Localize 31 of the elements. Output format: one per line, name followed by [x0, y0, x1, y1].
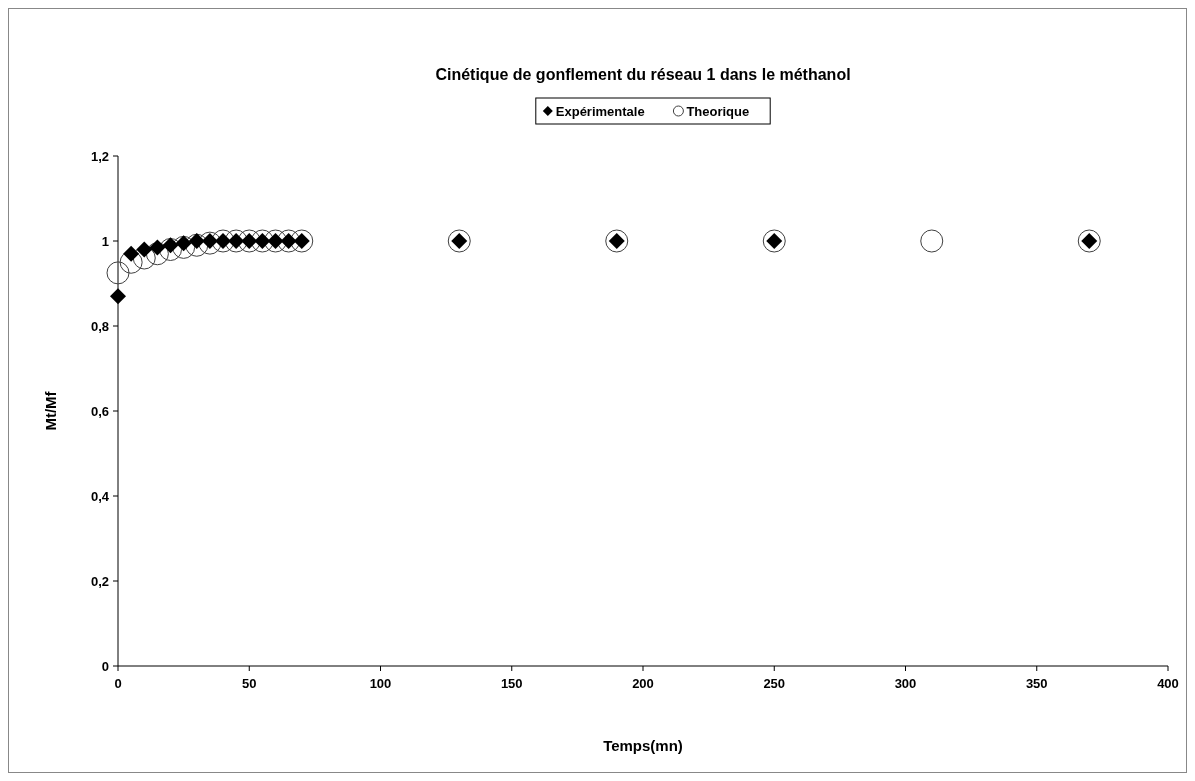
- x-tick-label: 150: [500, 676, 523, 691]
- point: [106, 261, 130, 285]
- x-tick-label: 400: [1157, 676, 1179, 691]
- x-tick-label: 0: [114, 676, 122, 691]
- point: [136, 241, 153, 258]
- point: [110, 288, 126, 305]
- point: [198, 231, 222, 255]
- legend-label: Expérimentale: [555, 104, 645, 119]
- y-tick-label: 0,4: [90, 489, 110, 504]
- x-tick-label: 300: [894, 676, 917, 691]
- x-tick-label: 350: [1025, 676, 1048, 691]
- y-axis-title: Mt/Mf: [42, 390, 59, 431]
- point: [920, 229, 944, 253]
- point: [123, 245, 140, 262]
- point: [172, 235, 196, 259]
- y-tick-label: 0,2: [90, 574, 109, 589]
- point: [145, 242, 169, 266]
- x-tick-label: 100: [369, 676, 392, 691]
- y-tick-label: 1,2: [90, 149, 109, 164]
- y-tick-label: 0,8: [90, 319, 109, 334]
- y-tick-label: 0,6: [90, 404, 109, 419]
- chart-title: Cinétique de gonflement du réseau 1 dans le méthanol: [435, 66, 851, 83]
- x-tick-label: 250: [763, 676, 786, 691]
- x-tick-label: 50: [242, 676, 257, 691]
- y-tick-label: 0: [101, 659, 109, 674]
- legend-label: Theorique: [686, 104, 750, 119]
- x-tick-label: 200: [632, 676, 654, 691]
- point: [159, 238, 182, 261]
- y-tick-label: 1: [101, 234, 109, 249]
- point: [185, 233, 209, 257]
- x-axis-title: Temps(mn): [603, 737, 683, 754]
